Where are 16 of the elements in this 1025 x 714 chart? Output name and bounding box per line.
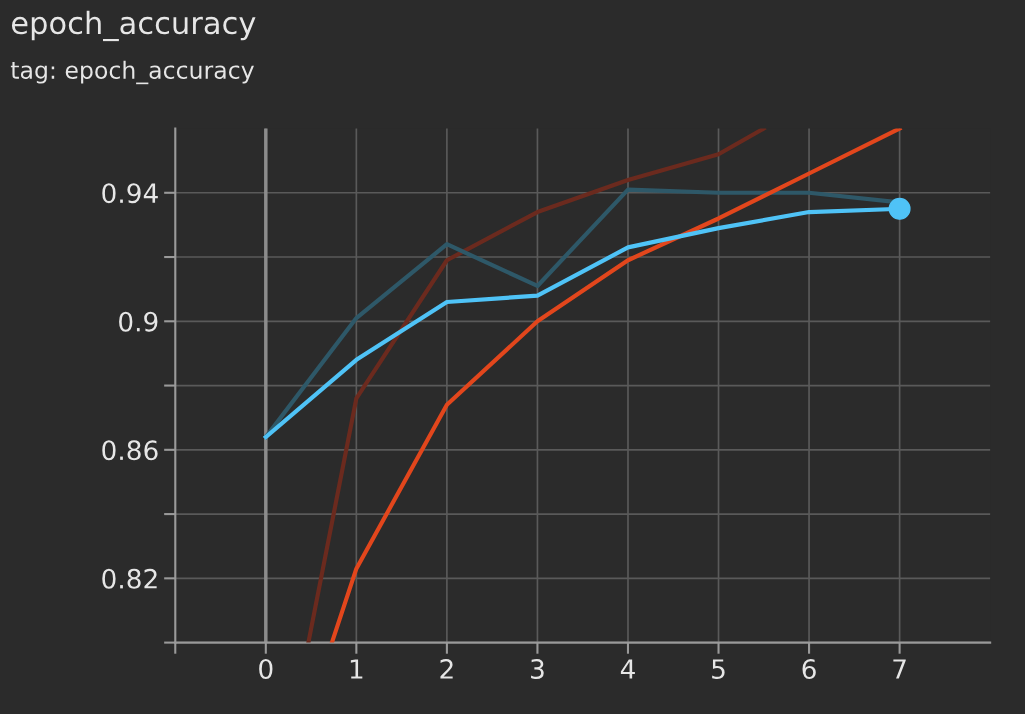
x-tick-label: 3: [531, 659, 544, 679]
y-tick-label: 0.9: [119, 311, 158, 332]
x-tick-label: 1: [350, 659, 363, 679]
x-tick-label: 2: [440, 659, 453, 679]
chart-subtitle: tag: epoch_accuracy: [10, 60, 254, 85]
x-tick-label: 4: [620, 659, 635, 679]
y-tick-label: 0.94: [102, 183, 158, 204]
x-tick-label: 5: [712, 659, 725, 679]
y-tick-label: 0.82: [102, 568, 157, 589]
line-series: [329, 128, 902, 643]
x-tick-label: 7: [893, 659, 906, 679]
chart-title: epoch_accuracy: [11, 10, 256, 42]
x-tick-label: 0: [259, 659, 273, 679]
y-tick-label: 0.86: [102, 440, 158, 461]
line-series: [306, 128, 766, 643]
x-tick-label: 6: [802, 659, 816, 679]
